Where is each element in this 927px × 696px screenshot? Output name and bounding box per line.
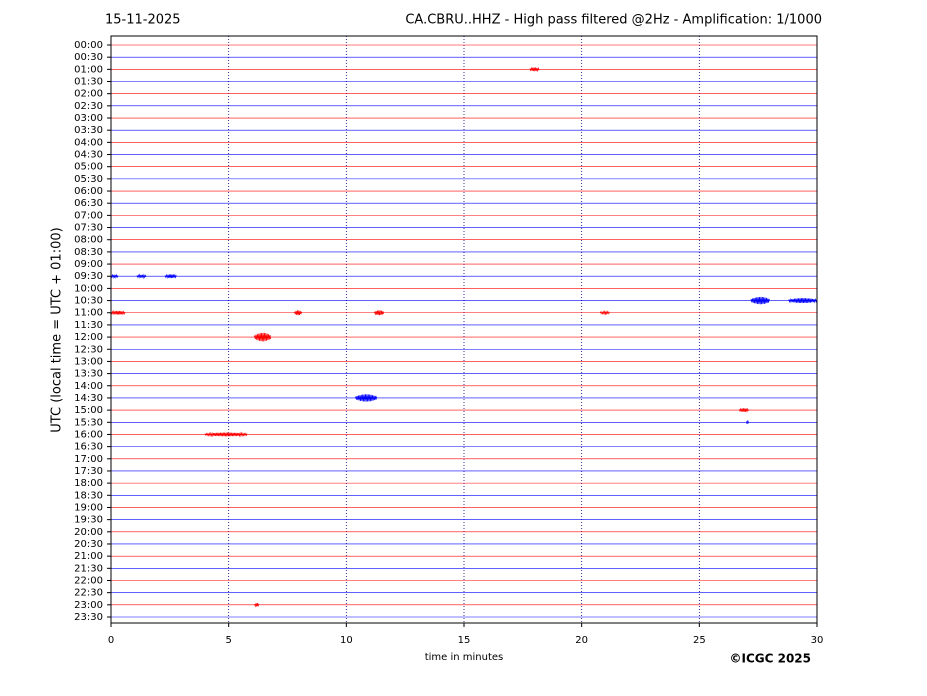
y-tick-label: 16:30	[74, 442, 103, 453]
y-tick-label: 21:00	[74, 551, 103, 562]
y-tick-label: 16:00	[74, 429, 103, 440]
y-tick-label: 18:30	[74, 490, 103, 501]
y-tick-label: 17:00	[74, 454, 103, 465]
y-tick-label: 05:30	[74, 174, 103, 185]
y-tick-label: 19:00	[74, 502, 103, 513]
y-tick-label: 00:00	[74, 40, 103, 51]
y-tick-label: 14:30	[74, 393, 103, 404]
copyright: ©ICGC 2025	[729, 652, 811, 666]
y-tick-label: 10:30	[74, 296, 103, 307]
y-tick-label: 14:00	[74, 381, 103, 392]
y-tick-label: 22:00	[74, 575, 103, 586]
y-tick-label: 22:30	[74, 588, 103, 599]
y-tick-label: 17:30	[74, 466, 103, 477]
x-tick-label: 20	[575, 635, 588, 646]
seismic-burst	[136, 273, 147, 280]
seismic-burst	[746, 420, 749, 425]
y-tick-label: 02:00	[74, 89, 103, 100]
x-tick-label: 15	[458, 635, 471, 646]
y-tick-label: 08:00	[74, 235, 103, 246]
x-tick-label: 25	[693, 635, 706, 646]
chart-title: CA.CBRU..HHZ - High pass filtered @2Hz -…	[405, 13, 822, 28]
seismic-burst	[254, 603, 260, 608]
y-tick-label: 13:30	[74, 369, 103, 380]
y-tick-label: 23:30	[74, 612, 103, 623]
y-tick-label: 15:00	[74, 405, 103, 416]
x-tick-label: 10	[340, 635, 353, 646]
seismic-burst	[254, 332, 272, 342]
x-tick-label: 30	[811, 635, 824, 646]
seismic-burst	[110, 273, 119, 280]
y-tick-label: 15:30	[74, 417, 103, 428]
y-axis-label: UTC (local time = UTC + 01:00)	[50, 227, 65, 432]
plot-frame	[110, 35, 818, 624]
seismic-burst	[738, 407, 749, 413]
y-tick-label: 07:30	[74, 223, 103, 234]
y-tick-label: 04:30	[74, 150, 103, 161]
chart-date: 15-11-2025	[105, 13, 181, 28]
y-tick-label: 11:30	[74, 320, 103, 331]
y-tick-label: 03:30	[74, 125, 103, 136]
seismic-burst	[204, 431, 248, 438]
x-axis-label: time in minutes	[425, 652, 504, 663]
seismic-burst	[294, 310, 302, 316]
y-tick-label: 01:30	[74, 77, 103, 88]
y-tick-label: 02:30	[74, 101, 103, 112]
seismic-burst	[529, 66, 540, 73]
seismic-burst	[110, 309, 126, 316]
y-tick-label: 18:00	[74, 478, 103, 489]
y-tick-label: 11:00	[74, 308, 103, 319]
y-tick-label: 21:30	[74, 563, 103, 574]
y-tick-label: 20:30	[74, 539, 103, 550]
y-tick-label: 07:00	[74, 210, 103, 221]
y-tick-label: 09:30	[74, 271, 103, 282]
y-tick-label: 05:00	[74, 162, 103, 173]
y-tick-label: 08:30	[74, 247, 103, 258]
seismic-burst	[750, 296, 770, 305]
y-tick-label: 23:00	[74, 600, 103, 611]
y-tick-label: 09:00	[74, 259, 103, 270]
y-tick-label: 01:00	[74, 64, 103, 75]
seismic-burst	[600, 310, 610, 316]
y-tick-label: 06:00	[74, 186, 103, 197]
y-tick-label: 20:00	[74, 527, 103, 538]
y-tick-label: 13:00	[74, 356, 103, 367]
seismic-burst	[374, 310, 385, 316]
x-tick-label: 5	[225, 635, 231, 646]
y-tick-label: 00:30	[74, 52, 103, 63]
seismic-burst	[164, 273, 177, 280]
seismic-burst	[355, 394, 378, 402]
y-tick-label: 06:30	[74, 198, 103, 209]
y-tick-label: 10:00	[74, 283, 103, 294]
y-tick-label: 19:30	[74, 515, 103, 526]
y-tick-label: 03:00	[74, 113, 103, 124]
y-tick-label: 12:30	[74, 344, 103, 355]
y-tick-label: 04:00	[74, 137, 103, 148]
x-tick-label: 0	[108, 635, 114, 646]
seismic-burst	[788, 297, 818, 304]
y-tick-label: 12:00	[74, 332, 103, 343]
